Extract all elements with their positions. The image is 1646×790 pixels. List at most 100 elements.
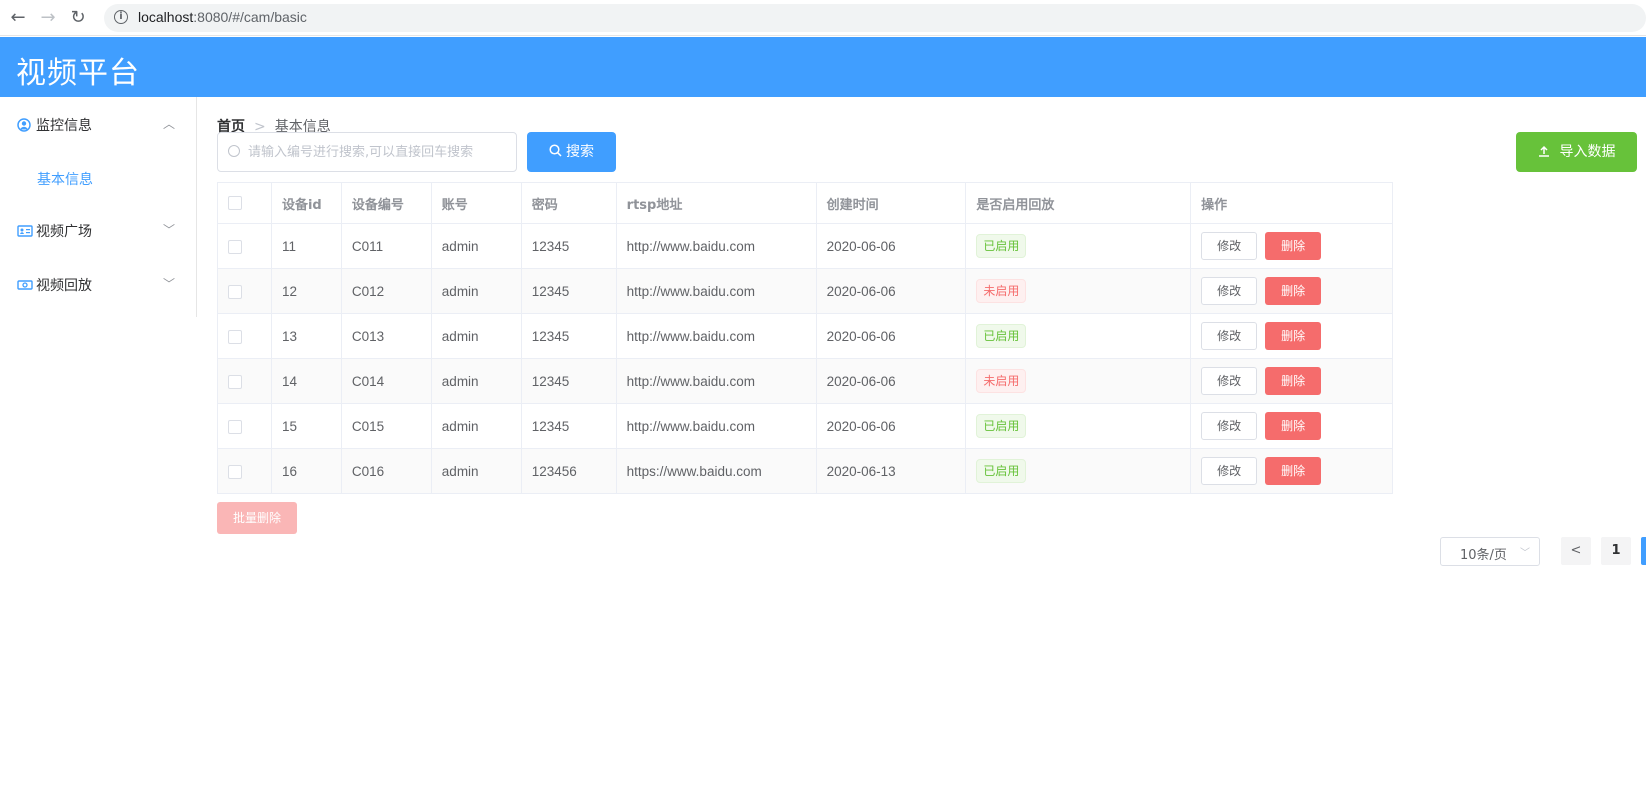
cell-playback: 已启用: [965, 223, 1192, 269]
reload-icon[interactable]: ↻: [70, 7, 86, 28]
cell-account: admin: [430, 358, 522, 404]
info-icon[interactable]: i: [114, 10, 128, 24]
table-row: 13 C013 admin 12345 http://www.baidu.com 2020…: [217, 313, 1393, 359]
cell-account: admin: [430, 313, 522, 359]
table-row: 15 C015 admin 12345 http://www.baidu.com 2020…: [217, 403, 1393, 449]
delete-button[interactable]: 删除: [1265, 367, 1322, 395]
row-checkbox[interactable]: [228, 239, 242, 254]
menu-video-playback[interactable]: 视频回放 ﹀: [0, 257, 196, 313]
cell-password: 12345: [520, 268, 617, 314]
row-select[interactable]: [217, 403, 272, 449]
row-select[interactable]: [217, 313, 272, 359]
edit-button[interactable]: 修改: [1201, 322, 1258, 350]
batch-delete-button[interactable]: 批量删除: [217, 502, 297, 534]
app-title: 视频平台: [16, 56, 140, 91]
device-table: 设备id 设备编号 账号 密码 rtsp地址 创建时间 是否启用回放 操作 11…: [217, 182, 1393, 494]
edit-button[interactable]: 修改: [1201, 367, 1258, 395]
row-select[interactable]: [217, 448, 272, 494]
edit-button[interactable]: 修改: [1201, 412, 1258, 440]
delete-button[interactable]: 删除: [1265, 277, 1322, 305]
search-button[interactable]: 搜索: [527, 132, 616, 172]
search-input[interactable]: [248, 142, 510, 162]
cell-rtsp: http://www.baidu.com: [615, 268, 817, 314]
page-size-select[interactable]: 10条/页 ﹀: [1440, 537, 1540, 566]
breadcrumb-separator-icon: >: [254, 119, 266, 135]
forward-arrow-icon[interactable]: →: [40, 7, 56, 28]
menu-video-square[interactable]: 视频广场 ﹀: [0, 203, 196, 259]
page-number-1[interactable]: 1: [1601, 537, 1631, 565]
delete-button[interactable]: 删除: [1265, 412, 1322, 440]
app-header: 视频平台: [0, 37, 1646, 97]
row-checkbox[interactable]: [228, 374, 242, 389]
row-checkbox[interactable]: [228, 284, 242, 299]
next-page-button[interactable]: [1641, 537, 1646, 565]
delete-button[interactable]: 删除: [1265, 322, 1322, 350]
cell-id: 11: [270, 223, 342, 269]
cell-code: C012: [340, 268, 432, 314]
cell-password: 12345: [520, 358, 617, 404]
prev-page-button[interactable]: <: [1561, 537, 1591, 565]
header-rtsp: rtsp地址: [615, 182, 817, 224]
menu-monitor-info[interactable]: 监控信息 ︿: [0, 97, 196, 153]
row-select[interactable]: [217, 358, 272, 404]
chevron-up-icon: ︿: [163, 117, 176, 131]
row-select[interactable]: [217, 268, 272, 314]
cell-actions: 修改 删除: [1190, 313, 1393, 359]
import-data-button[interactable]: 导入数据: [1516, 132, 1637, 172]
cell-password: 123456: [520, 448, 617, 494]
menu-label: 视频回放: [36, 278, 92, 294]
breadcrumb-current: 基本信息: [274, 119, 331, 135]
delete-button[interactable]: 删除: [1265, 232, 1322, 260]
cell-rtsp: http://www.baidu.com: [615, 358, 817, 404]
cell-actions: 修改 删除: [1190, 448, 1393, 494]
address-bar[interactable]: i localhost:8080/#/cam/basic: [104, 4, 1646, 32]
edit-button[interactable]: 修改: [1201, 232, 1258, 260]
cell-actions: 修改 删除: [1190, 358, 1393, 404]
cell-id: 12: [270, 268, 342, 314]
cell-code: C015: [340, 403, 432, 449]
cell-code: C013: [340, 313, 432, 359]
cell-created: 2020-06-06: [815, 358, 967, 404]
address-url: localhost:8080/#/cam/basic: [138, 9, 307, 25]
table-row: 11 C011 admin 12345 http://www.baidu.com 2020…: [217, 223, 1393, 269]
cell-account: admin: [430, 223, 522, 269]
import-button-label: 导入数据: [1559, 144, 1616, 160]
row-select[interactable]: [217, 223, 272, 269]
cell-created: 2020-06-06: [815, 223, 967, 269]
chevron-down-icon: ﹀: [163, 277, 176, 291]
cell-rtsp: http://www.baidu.com: [615, 313, 817, 359]
delete-button[interactable]: 删除: [1265, 457, 1322, 485]
menu-label: 监控信息: [36, 118, 92, 134]
search-box[interactable]: [217, 132, 517, 172]
cell-account: admin: [430, 403, 522, 449]
header-actions: 操作: [1190, 182, 1393, 224]
cell-playback: 已启用: [965, 313, 1192, 359]
row-checkbox[interactable]: [228, 419, 242, 434]
table-row: 16 C016 admin 123456 https://www.baidu.com 20…: [217, 448, 1393, 494]
row-checkbox[interactable]: [228, 464, 242, 479]
search-icon: [549, 144, 562, 157]
cell-code: C011: [340, 223, 432, 269]
cell-playback: 未启用: [965, 358, 1192, 404]
search-icon: [228, 145, 240, 157]
select-all-checkbox[interactable]: [228, 196, 242, 210]
header-select-all[interactable]: [217, 182, 272, 224]
cell-created: 2020-06-06: [815, 313, 967, 359]
breadcrumb-home[interactable]: 首页: [217, 119, 245, 135]
cell-playback: 未启用: [965, 268, 1192, 314]
cell-id: 13: [270, 313, 342, 359]
header-password: 密码: [520, 182, 617, 224]
cell-id: 15: [270, 403, 342, 449]
status-badge: 已启用: [976, 459, 1027, 483]
cell-account: admin: [430, 268, 522, 314]
edit-button[interactable]: 修改: [1201, 457, 1258, 485]
header-account: 账号: [430, 182, 522, 224]
upload-icon: [1538, 145, 1549, 157]
submenu-basic-info[interactable]: 基本信息: [0, 153, 196, 203]
cell-code: C016: [340, 448, 432, 494]
edit-button[interactable]: 修改: [1201, 277, 1258, 305]
row-checkbox[interactable]: [228, 329, 242, 344]
cell-playback: 已启用: [965, 448, 1192, 494]
back-arrow-icon[interactable]: ←: [10, 7, 26, 28]
id-card-icon: [17, 224, 33, 238]
